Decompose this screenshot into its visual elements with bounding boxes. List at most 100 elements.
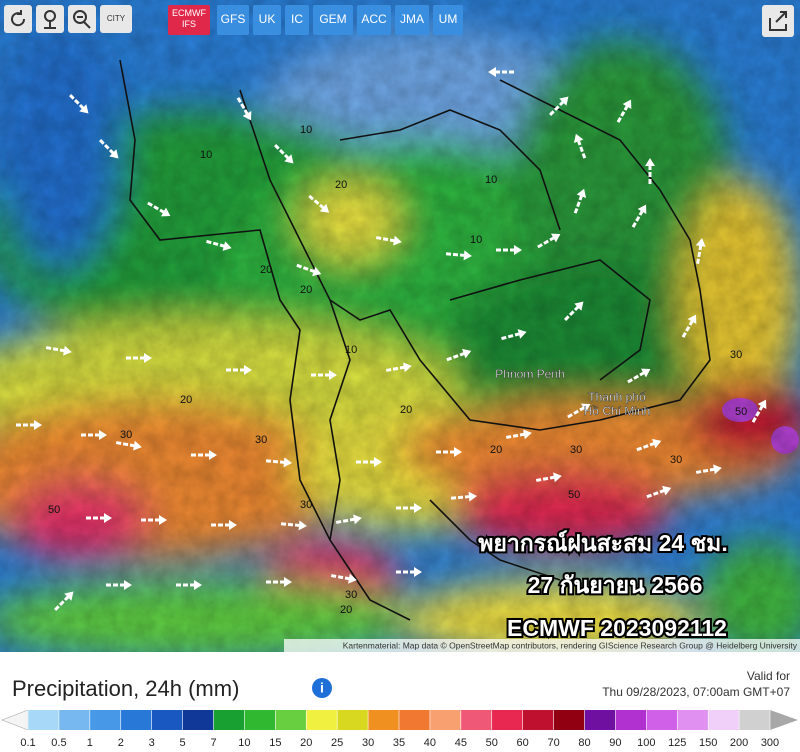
scale-label: 0.1	[20, 737, 35, 749]
scale-segment	[151, 710, 184, 730]
wind-arrow	[308, 194, 330, 213]
arrow-shaft	[330, 574, 352, 581]
arrow-head	[662, 485, 672, 496]
arrow-head	[622, 99, 632, 110]
arrow-shaft	[696, 243, 703, 265]
wind-arrow	[147, 201, 171, 217]
contour-label: 30	[255, 434, 267, 446]
arrow-shaft	[296, 263, 317, 274]
wind-arrow	[141, 515, 167, 525]
scale-label: 40	[424, 737, 436, 749]
arrow-head	[637, 204, 647, 215]
wind-arrow	[636, 438, 662, 452]
map[interactable]: 10 10 10 20 20 20 10 20 30 30 20 30 50 30 50 30 20 30 50 30…	[0, 0, 800, 660]
arrow-head	[713, 464, 722, 475]
scale-label: 35	[393, 737, 405, 749]
arrow-shaft	[375, 236, 397, 243]
model-label: JMA	[400, 12, 424, 26]
scale-segment	[337, 710, 369, 730]
wind-arrow	[86, 513, 112, 523]
model-button[interactable]	[395, 5, 429, 35]
wind-arrow	[236, 97, 252, 121]
arrow-head	[109, 149, 119, 159]
arrow-shaft	[567, 405, 586, 419]
arrow-head	[414, 503, 422, 513]
wind-arrow	[646, 485, 672, 499]
scale-segment	[213, 710, 245, 730]
city-button[interactable]	[100, 5, 132, 33]
arrow-head	[312, 266, 322, 277]
wind-arrow	[126, 353, 152, 363]
wind-arrow	[549, 96, 569, 116]
arrow-head	[403, 362, 412, 373]
arrow-shaft	[308, 194, 326, 211]
wind-arrow	[446, 348, 472, 362]
scale-segment	[306, 710, 338, 730]
scale-segment	[429, 710, 462, 730]
wind-arrow	[681, 314, 697, 338]
contour-label: 20	[260, 264, 272, 276]
scale-segment	[708, 710, 740, 730]
arrow-head	[242, 110, 252, 121]
contour-label: 30	[345, 589, 357, 601]
arrow-head	[463, 250, 472, 261]
contour-label: 50	[568, 489, 580, 501]
wind-arrow	[396, 503, 422, 513]
wind-arrow	[631, 204, 647, 228]
arrow-shaft	[69, 94, 86, 111]
scale-segment	[399, 710, 431, 730]
model-button[interactable]	[253, 5, 281, 35]
contour-label: 10	[485, 174, 497, 186]
zoom-button[interactable]	[68, 5, 96, 33]
contour-label: 30	[120, 429, 132, 441]
model-button[interactable]	[357, 5, 391, 35]
wind-arrow	[505, 429, 532, 440]
model-button[interactable]	[313, 5, 353, 35]
scale-label: 50	[486, 737, 498, 749]
arrow-head	[133, 440, 142, 451]
model-button[interactable]	[285, 5, 309, 35]
scale-low-arrow	[1, 709, 29, 731]
toolbar: CITY ECMWF IFS GFS UK IC GEM ACC JMA UM	[4, 5, 794, 37]
arrow-shaft	[99, 139, 116, 156]
wind-arrow	[501, 329, 527, 341]
wind-arrow	[115, 440, 142, 451]
wind-arrow	[206, 239, 232, 251]
arrow-shaft	[631, 209, 645, 228]
wind-arrow	[385, 362, 412, 373]
model-button[interactable]	[217, 5, 249, 35]
refresh-button[interactable]	[4, 5, 32, 33]
info-button[interactable]	[312, 678, 332, 698]
overlay-text: ECMWF 2023092112	[507, 615, 727, 641]
model-button[interactable]	[168, 5, 210, 35]
scale-segment	[58, 710, 91, 730]
place-label: Hồ Chí Minh	[584, 404, 651, 418]
wind-arrow	[396, 567, 422, 577]
arrow-shaft	[564, 304, 581, 321]
arrow-head	[209, 450, 217, 460]
model-button[interactable]	[433, 5, 463, 35]
arrow-head	[393, 235, 402, 246]
scale-high-arrow	[770, 710, 798, 730]
location-button[interactable]	[36, 5, 64, 33]
scale-segment	[646, 710, 678, 730]
place-label: Thanh phố	[588, 390, 646, 404]
arrow-shaft	[236, 97, 250, 116]
contour-label: 10	[200, 149, 212, 161]
arrow-head	[580, 403, 591, 413]
scale-segment	[182, 710, 214, 730]
scale-segment	[368, 710, 400, 730]
legend-title: Precipitation, 24h (mm)	[12, 676, 239, 701]
model-label: GFS	[221, 12, 246, 26]
arrow-shaft	[265, 459, 287, 465]
arrow-shaft	[54, 594, 71, 611]
arrow-head	[687, 314, 697, 325]
wind-arrow	[45, 345, 72, 356]
wind-arrow	[265, 457, 292, 468]
scale-segment	[89, 710, 122, 730]
scale-label: 1	[87, 737, 93, 749]
wind-arrow	[567, 403, 591, 419]
wind-arrow	[211, 520, 237, 530]
arrow-shaft	[445, 252, 467, 258]
overlay-text: พยากรณ์ฝนสะสม 24 ชม.	[478, 530, 728, 556]
